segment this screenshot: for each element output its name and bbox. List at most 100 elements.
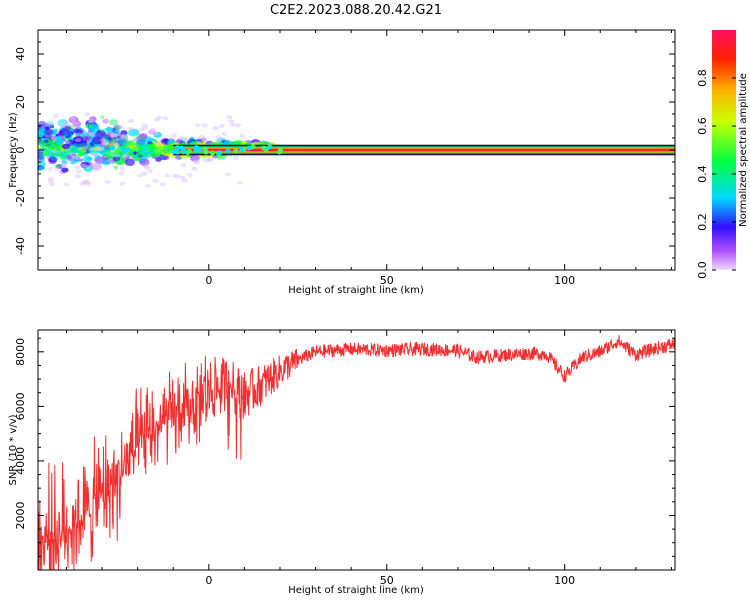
spectrum-haze xyxy=(228,119,235,124)
spectrum-haze xyxy=(201,137,208,142)
spectrogram-xlabel: Height of straight line (km) xyxy=(288,285,424,296)
spectrum-haze xyxy=(229,122,236,127)
spectrum-blob xyxy=(136,138,146,146)
spectrum-blob xyxy=(150,152,157,158)
spectrum-blob xyxy=(38,165,46,171)
spectrum-peak xyxy=(125,147,131,153)
colorbar-tick-label: 0.0 xyxy=(696,261,709,279)
snr-marks xyxy=(38,335,675,570)
spectrum-blob xyxy=(55,138,64,145)
y-tick-label: -40 xyxy=(14,237,27,255)
spectrum-peak xyxy=(261,145,267,151)
spectrum-haze xyxy=(85,165,92,169)
spectrum-haze xyxy=(224,172,231,177)
snr-series-line xyxy=(38,335,675,570)
spectrum-blob xyxy=(75,143,83,148)
spectrum-haze xyxy=(83,145,90,150)
spectrum-haze xyxy=(171,133,177,138)
spectrum-blob xyxy=(113,165,119,170)
spectrum-haze xyxy=(63,182,70,187)
spectrum-blob xyxy=(86,161,93,166)
spectrum-haze xyxy=(194,123,201,128)
spectrum-haze xyxy=(118,125,125,129)
spectrum-haze xyxy=(215,138,222,143)
spectrum-haze xyxy=(142,164,149,169)
spectrum-haze xyxy=(221,131,228,136)
spectrum-blob xyxy=(60,155,66,160)
x-tick-label: 100 xyxy=(554,574,575,587)
snr-xlabel: Height of straight line (km) xyxy=(288,585,424,596)
spectrum-haze xyxy=(213,126,219,131)
colorbar-gradient xyxy=(712,30,736,270)
spectrum-haze xyxy=(47,166,54,171)
carrier-band xyxy=(173,148,675,152)
spectrum-peak xyxy=(203,149,209,155)
spectrum-haze xyxy=(235,123,242,128)
spectrum-blob xyxy=(59,156,67,161)
colorbar: 0.0 0.2 0.4 0.6 0.8 Normalized spectral ampl… xyxy=(696,30,749,279)
spectrum-peak xyxy=(175,145,180,151)
spectrum-haze xyxy=(119,181,126,186)
snr-frame xyxy=(37,329,676,571)
spectrum-peak xyxy=(197,147,203,153)
spectrum-haze xyxy=(147,168,154,173)
spectrum-haze xyxy=(53,113,60,118)
spectrum-blob xyxy=(163,139,169,143)
colorbar-ticks: 0.0 0.2 0.4 0.6 0.8 xyxy=(696,69,736,279)
spectrum-blob xyxy=(75,132,82,137)
spectrum-blob xyxy=(61,167,69,173)
spectrum-peak xyxy=(193,145,199,150)
spectrum-blob xyxy=(124,158,135,166)
spectrum-haze xyxy=(60,162,67,167)
spectrogram-marks xyxy=(38,112,675,188)
spectrum-blob xyxy=(97,131,104,137)
spectrum-haze xyxy=(109,133,116,138)
spectrum-blob xyxy=(38,153,46,160)
spectrum-haze xyxy=(104,179,111,184)
spectrum-haze xyxy=(79,163,86,168)
spectrum-blob xyxy=(85,123,93,129)
spectrum-haze xyxy=(206,141,213,146)
spectrogram-ticks: 0 50 100 -40 -20 0 20 40 xyxy=(14,29,675,287)
spectrum-haze xyxy=(198,134,205,139)
spectrum-peak xyxy=(179,145,185,151)
spectrum-haze xyxy=(183,137,190,142)
spectrum-haze xyxy=(89,119,95,124)
spectrum-haze xyxy=(145,183,151,188)
spectrum-blob xyxy=(67,131,74,136)
spectrum-blob xyxy=(113,156,121,162)
spectrum-haze xyxy=(155,141,162,146)
spectrum-haze xyxy=(239,133,246,138)
spectrum-blob xyxy=(116,137,128,146)
spectrum-blob xyxy=(121,141,131,148)
spectrum-haze xyxy=(142,126,149,131)
spectrum-haze xyxy=(233,155,240,160)
spectrum-blob xyxy=(58,128,69,136)
spectrum-haze xyxy=(89,147,96,152)
spectrum-blob xyxy=(83,136,89,140)
spectrum-haze xyxy=(159,182,166,187)
spectrum-haze xyxy=(111,121,118,126)
spectrum-haze xyxy=(152,131,159,136)
spectrum-haze xyxy=(186,172,193,177)
spectrum-blob xyxy=(223,140,233,147)
spectrum-blob xyxy=(43,139,49,144)
spectrum-haze xyxy=(201,123,208,128)
spectrum-blob xyxy=(82,140,88,144)
spectrum-haze xyxy=(122,153,129,158)
spectrum-haze xyxy=(120,134,127,139)
spectrum-haze xyxy=(156,115,163,120)
snr-panel: 0 50 100 2000 4000 6000 8000 Height of straigh… xyxy=(8,329,676,596)
spectrum-blob xyxy=(38,154,44,160)
spectrum-haze xyxy=(107,158,114,163)
spectrum-blob xyxy=(124,142,130,147)
spectrum-blob xyxy=(139,133,148,140)
y-tick-label: 20 xyxy=(14,95,27,109)
spectrum-blob xyxy=(100,115,105,119)
spectrum-haze xyxy=(47,179,54,184)
spectrum-blob xyxy=(49,154,60,162)
y-tick-label: 8000 xyxy=(14,338,27,366)
spectrum-blob xyxy=(38,138,43,145)
spectrum-haze xyxy=(84,112,91,117)
